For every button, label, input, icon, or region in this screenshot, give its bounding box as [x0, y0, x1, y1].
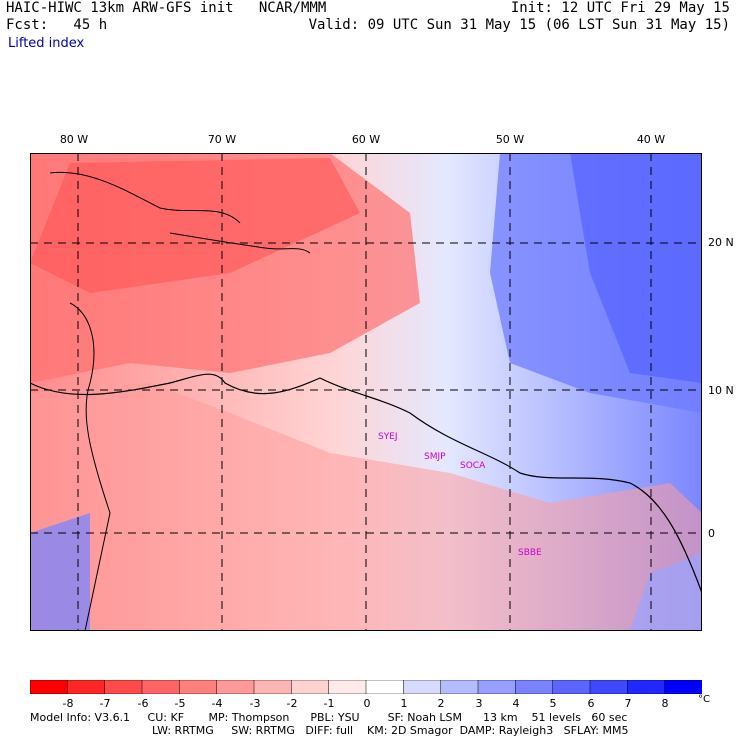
colorbar-tick: -7 [99, 697, 111, 710]
colorbar-swatch [67, 680, 106, 694]
longitude-label-70w: 70 W [207, 133, 237, 146]
station-label-syej: SYEJ [378, 432, 398, 442]
colorbar-tick: 7 [624, 697, 632, 710]
colorbar-tick: -6 [137, 697, 149, 710]
colorbar-tick: -1 [323, 697, 335, 710]
colorbar [30, 680, 702, 694]
colorbar-swatch [627, 680, 666, 694]
pacific-stable-region [30, 513, 90, 631]
station-label-soca: SOCA [460, 461, 486, 471]
graticule [30, 153, 702, 631]
colorbar-tick: -8 [62, 697, 74, 710]
map-frame [30, 153, 702, 631]
variable-name: Lifted index [8, 36, 85, 51]
colorbar-unit: °C [698, 694, 710, 705]
colorbar-swatch [30, 680, 69, 694]
valid-time: Valid: 09 UTC Sun 31 May 15 (06 LST Sun … [308, 17, 730, 33]
station-label-smjp: SMJP [424, 452, 446, 462]
colorbar-tick: 6 [587, 697, 595, 710]
longitude-label-40w: 40 W [636, 133, 666, 146]
cuba-coastline [49, 171, 241, 224]
colorbar-swatch [104, 680, 143, 694]
longitude-label-60w: 60 W [351, 133, 381, 146]
colorbar-tick: 3 [475, 697, 483, 710]
model-info-line2: LW: RRTMG SW: RRTMG DIFF: full KM: 2D Sm… [152, 724, 629, 737]
colorbar-swatch [179, 680, 218, 694]
colorbar-swatch [515, 680, 554, 694]
colorbar-tick: 2 [437, 697, 445, 710]
colorbar-tick: -2 [286, 697, 298, 710]
colorbar-swatch [664, 680, 702, 694]
colorbar-tick: -4 [211, 697, 223, 710]
colorbar-swatch [403, 680, 442, 694]
strong-instability-region [30, 158, 360, 293]
longitude-label-80w: 80 W [59, 133, 89, 146]
station-label-sbbe: SBBE [518, 548, 542, 558]
colorbar-tick: -5 [174, 697, 186, 710]
lifted-index-map: SYEJ SMJP SOCA SBBE [30, 153, 702, 631]
colorbar-swatch [365, 680, 405, 694]
colorbar-swatch [141, 680, 181, 694]
colorbar-swatch [328, 680, 367, 694]
colorbar-swatch [291, 680, 330, 694]
colorbar-tick: 0 [363, 697, 371, 710]
colorbar-swatch [477, 680, 517, 694]
model-info-line1: Model Info: V3.6.1 CU: KF MP: Thompson P… [30, 711, 628, 724]
central-america-coastline [69, 302, 111, 631]
colorbar-tick: 4 [512, 697, 520, 710]
atlantic-strong-stable-region [570, 153, 702, 383]
southeast-stable-region [630, 553, 702, 631]
colorbar-swatch [253, 680, 293, 694]
forecast-hour: Fcst: 45 h [6, 17, 108, 33]
latitude-label-10n: 10 N [708, 384, 734, 397]
colorbar-tick: 8 [661, 697, 669, 710]
south-america-coastline [30, 373, 702, 594]
longitude-label-50w: 50 W [495, 133, 525, 146]
colorbar-swatch [552, 680, 591, 694]
init-time: Init: 12 UTC Fri 29 May 15 [510, 0, 730, 16]
colorbar-tick: 1 [400, 697, 408, 710]
colorbar-tick: -3 [249, 697, 261, 710]
colorbar-swatch [216, 680, 255, 694]
latitude-label-0: 0 [708, 527, 715, 540]
model-title: HAIC-HIWC 13km ARW-GFS init NCAR/MMM [6, 0, 327, 16]
colorbar-tick: 5 [549, 697, 557, 710]
latitude-label-20n: 20 N [708, 236, 734, 249]
hispaniola-coastline [169, 232, 311, 254]
colorbar-swatch [440, 680, 479, 694]
colorbar-swatch [589, 680, 629, 694]
